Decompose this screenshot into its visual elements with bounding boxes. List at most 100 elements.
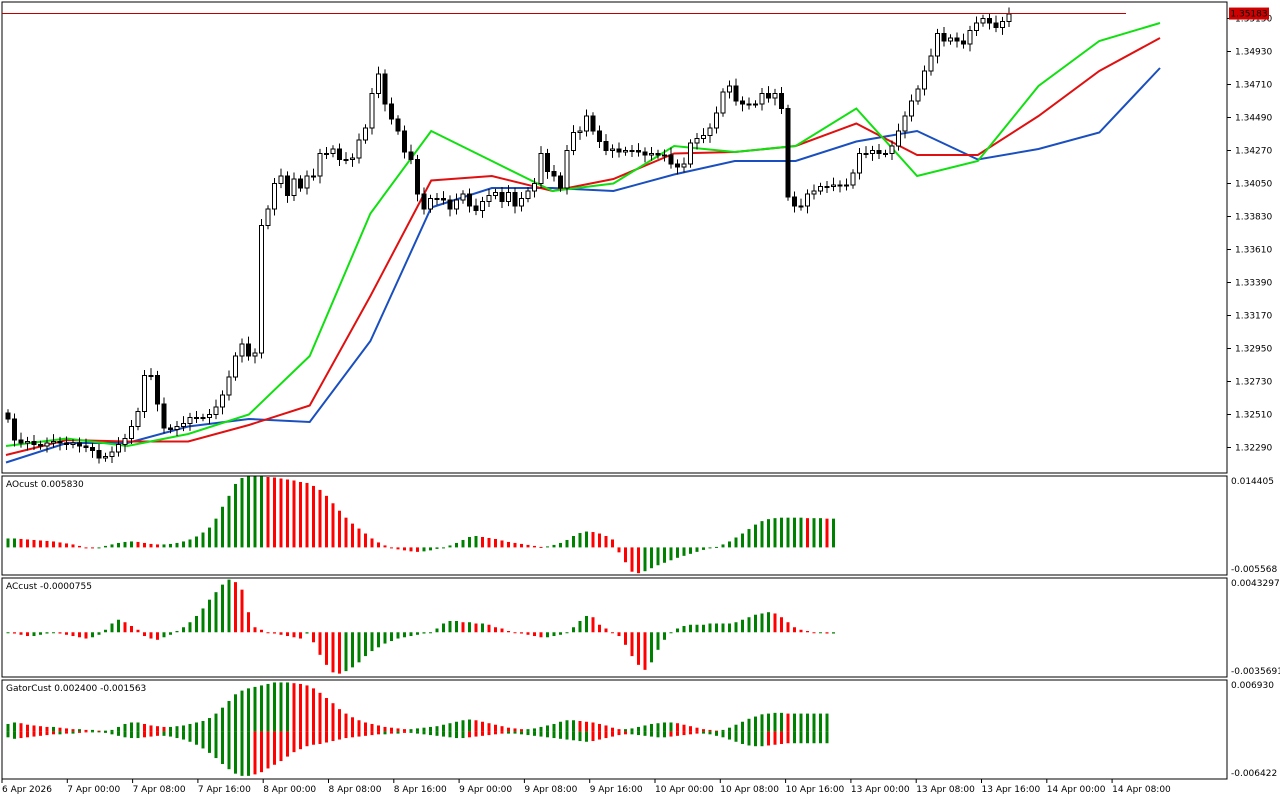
gator-lower-bar [643, 731, 647, 736]
gator-lower-bar [494, 731, 497, 735]
gator-lower-bar [195, 731, 198, 745]
gator-lower-bar [656, 731, 660, 738]
ao-bar [578, 533, 582, 548]
gator-lower-bar [312, 731, 315, 745]
ac-bar [182, 627, 185, 633]
ac-bar [409, 632, 413, 637]
ac-bar [676, 628, 679, 633]
gator-lower-bar [383, 731, 387, 735]
candle-body [311, 175, 316, 178]
candle-body [616, 148, 622, 153]
candle-body [727, 85, 732, 93]
gator-upper-bar [383, 726, 387, 732]
ao-bar [429, 547, 432, 551]
candle-body [506, 192, 511, 202]
ao-indicator-pane[interactable]: AOcust 0.005830 [1, 475, 1228, 576]
ac-bar [461, 622, 465, 633]
ac-bar [104, 629, 107, 633]
ao-bar [143, 542, 146, 548]
gator-upper-bar [825, 713, 829, 732]
gator-lower-bar [591, 731, 595, 742]
gator-lower-bar [604, 731, 608, 739]
gator-upper-bar [539, 726, 543, 732]
gator-upper-bar [546, 725, 549, 732]
gator-upper-bar [273, 682, 276, 732]
gator-min-label: -0.006422 [1231, 769, 1277, 779]
ao-bar [240, 478, 244, 548]
gator-upper-bar [422, 727, 426, 732]
gator-indicator-pane[interactable]: GatorCust 0.002400 -0.001563 [1, 679, 1228, 780]
candle-body [915, 88, 921, 102]
gator-upper-bar [663, 722, 666, 732]
ao-bar [767, 519, 770, 548]
candle-body [233, 355, 238, 378]
ao-bar [676, 547, 679, 558]
gator-upper-bar [32, 725, 36, 732]
gator-upper-bar [526, 729, 530, 732]
ac-bar [299, 632, 302, 639]
gator-upper-bar [494, 724, 497, 732]
ac-bar [247, 612, 250, 633]
ao-min-label: -0.005568 [1231, 565, 1277, 575]
gator-upper-bar [227, 700, 231, 732]
candle-body [499, 192, 505, 202]
candle-body [259, 225, 264, 354]
ac-bar [767, 612, 770, 633]
ac-bar [702, 624, 705, 633]
ao-bar [715, 546, 718, 548]
candle-body [720, 91, 726, 114]
gator-upper-bar [130, 722, 133, 732]
gator-upper-bar [364, 722, 367, 732]
ao-bar [546, 546, 549, 548]
gator-upper-bar [65, 728, 68, 732]
ac-indicator-pane[interactable]: ACcust -0.0000755 [1, 577, 1228, 678]
ac-bar [526, 632, 530, 635]
gator-upper-bar [260, 685, 263, 732]
gator-upper-bar [773, 712, 777, 732]
ao-title: AOcust 0.005830 [6, 480, 84, 490]
ac-bar [578, 620, 582, 633]
ao-bar [130, 541, 133, 548]
candle-body [948, 37, 953, 42]
gator-lower-bar [546, 731, 549, 738]
ao-bar [494, 538, 497, 548]
gator-upper-bar [695, 727, 699, 732]
price-tick-label: 1.33610 [1235, 246, 1272, 256]
time-tick-label: 13 Apr 00:00 [851, 785, 910, 795]
gator-lower-bar [448, 731, 452, 738]
gator-lower-bar [273, 731, 276, 765]
ao-bar [383, 545, 387, 548]
gator-lower-bar [812, 731, 816, 744]
ac-bar [611, 632, 614, 634]
ac-bar [734, 622, 738, 633]
price-pane[interactable] [1, 1, 1228, 474]
gator-upper-bar [91, 729, 94, 732]
gator-lower-bar [793, 731, 796, 744]
ac-bar [175, 631, 179, 633]
ac-bar [286, 632, 289, 637]
candle-body [12, 418, 17, 441]
ao-bar [123, 541, 127, 548]
gator-upper-bar [552, 723, 556, 732]
price-tick-label: 1.34050 [1235, 180, 1272, 190]
ao-bar [52, 541, 55, 548]
price-tick-label: 1.32290 [1235, 444, 1272, 454]
ao-bar [663, 547, 666, 563]
ao-bar [32, 539, 36, 548]
gator-upper-bar [390, 727, 393, 732]
ac-bar [123, 622, 127, 633]
ac-bar [819, 632, 822, 634]
gator-lower-bar [773, 731, 777, 745]
candle-body [330, 148, 336, 154]
ao-bar [747, 529, 751, 548]
ac-bar [695, 624, 699, 633]
ac-bar [377, 632, 380, 648]
ao-bar [201, 532, 205, 548]
gator-upper-bar [819, 713, 822, 732]
ac-bar [487, 624, 491, 633]
candle-body [122, 438, 128, 445]
gator-upper-bar [513, 728, 517, 732]
gator-lower-bar [292, 731, 296, 753]
ao-bar [780, 517, 783, 548]
